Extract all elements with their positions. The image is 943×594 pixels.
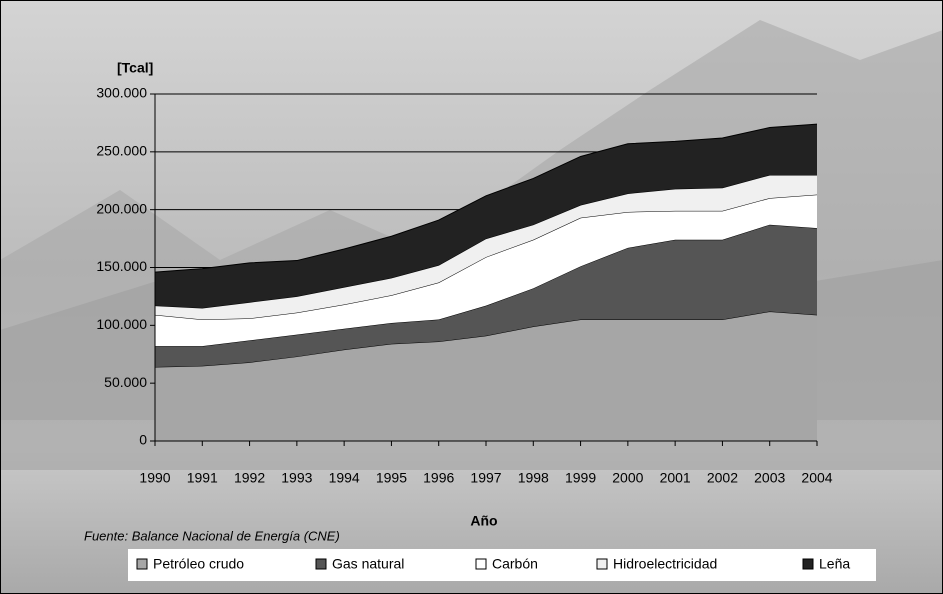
x-tick-label: 1995 — [376, 470, 407, 486]
y-tick-label: 50.000 — [104, 374, 147, 390]
x-tick-label: 2000 — [612, 470, 643, 486]
legend-swatch — [315, 558, 327, 570]
legend-label: Leña — [819, 556, 850, 572]
x-tick-label: 1999 — [565, 470, 596, 486]
x-tick-label: 1990 — [139, 470, 170, 486]
legend-label: Petróleo crudo — [153, 556, 244, 572]
area-fill — [155, 124, 817, 308]
area-fill — [155, 194, 817, 347]
y-tick-label: 300.000 — [96, 85, 147, 101]
legend-swatch — [596, 558, 608, 570]
y-tick-label: 200.000 — [96, 200, 147, 216]
legend-swatch — [802, 558, 814, 570]
y-tick-label: 100.000 — [96, 316, 147, 332]
x-tick-label: 1996 — [423, 470, 454, 486]
legend-label: Carbón — [492, 556, 538, 572]
x-tick-label: 2003 — [754, 470, 785, 486]
legend-swatch — [475, 558, 487, 570]
x-tick-label: 2004 — [801, 470, 832, 486]
y-axis-label: [Tcal] — [117, 60, 153, 76]
legend-label: Gas natural — [332, 556, 404, 572]
x-tick-label: 1992 — [234, 470, 265, 486]
y-tick-label: 250.000 — [96, 143, 147, 159]
area-edge — [154, 123, 818, 273]
x-tick-label: 1997 — [470, 470, 501, 486]
legend-label: Hidroelectricidad — [613, 556, 717, 572]
x-tick-label: 1991 — [187, 470, 218, 486]
x-tick-label: 2002 — [707, 470, 738, 486]
x-tick-label: 1998 — [518, 470, 549, 486]
x-tick-label: 1994 — [329, 470, 360, 486]
y-tick-label: 0 — [139, 432, 147, 448]
area-fill — [155, 311, 817, 441]
source: Fuente: Balance Nacional de Energía (CNE… — [84, 528, 340, 543]
legend — [128, 549, 876, 581]
y-tick-label: 150.000 — [96, 258, 147, 274]
legend-swatch — [136, 558, 148, 570]
area-fill — [155, 174, 817, 320]
area-fill — [155, 224, 817, 367]
x-tick-label: 2001 — [660, 470, 691, 486]
x-tick-label: 1993 — [281, 470, 312, 486]
x-axis-label: Año — [470, 513, 497, 529]
